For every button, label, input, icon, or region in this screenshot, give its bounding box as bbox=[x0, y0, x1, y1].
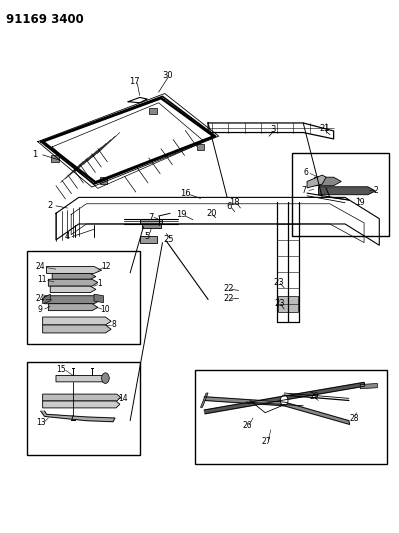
Text: 6: 6 bbox=[226, 203, 232, 212]
Polygon shape bbox=[140, 236, 157, 243]
Polygon shape bbox=[43, 394, 120, 401]
Circle shape bbox=[102, 373, 109, 383]
Polygon shape bbox=[100, 177, 107, 183]
Text: 26: 26 bbox=[242, 422, 252, 431]
Polygon shape bbox=[94, 294, 103, 303]
Polygon shape bbox=[142, 224, 160, 228]
Polygon shape bbox=[204, 382, 365, 414]
Text: 19: 19 bbox=[176, 211, 187, 220]
Text: 13: 13 bbox=[36, 418, 45, 427]
Text: 20: 20 bbox=[206, 209, 216, 218]
Polygon shape bbox=[51, 156, 59, 162]
Polygon shape bbox=[41, 411, 115, 422]
Polygon shape bbox=[318, 187, 375, 195]
Text: 29: 29 bbox=[309, 392, 319, 401]
Polygon shape bbox=[149, 108, 157, 115]
Polygon shape bbox=[360, 383, 377, 389]
Text: 12: 12 bbox=[101, 262, 111, 271]
Polygon shape bbox=[52, 273, 96, 279]
Bar bbox=[28, 251, 140, 344]
Text: 1: 1 bbox=[32, 150, 38, 159]
Bar bbox=[292, 154, 389, 236]
Polygon shape bbox=[43, 401, 120, 408]
Text: 24: 24 bbox=[36, 262, 45, 271]
Polygon shape bbox=[43, 294, 50, 304]
Polygon shape bbox=[307, 175, 326, 188]
Polygon shape bbox=[48, 279, 98, 286]
Text: 6: 6 bbox=[303, 168, 308, 177]
Bar bbox=[28, 362, 140, 455]
Polygon shape bbox=[48, 304, 98, 311]
Text: 11: 11 bbox=[37, 274, 47, 284]
Polygon shape bbox=[46, 266, 102, 273]
Text: 21: 21 bbox=[319, 124, 330, 133]
Text: 91169 3400: 91169 3400 bbox=[6, 13, 83, 26]
Text: 3: 3 bbox=[270, 125, 275, 134]
Text: 25: 25 bbox=[163, 236, 174, 245]
Polygon shape bbox=[204, 397, 350, 424]
Text: 19: 19 bbox=[356, 198, 365, 207]
Polygon shape bbox=[315, 177, 341, 185]
Polygon shape bbox=[43, 325, 111, 333]
Text: 14: 14 bbox=[119, 394, 128, 403]
Polygon shape bbox=[56, 375, 109, 382]
Polygon shape bbox=[45, 296, 102, 304]
Text: 1: 1 bbox=[97, 279, 102, 288]
Polygon shape bbox=[140, 219, 162, 224]
Text: 27: 27 bbox=[261, 438, 271, 447]
Text: 15: 15 bbox=[56, 365, 65, 374]
Text: 5: 5 bbox=[144, 232, 150, 241]
Circle shape bbox=[280, 395, 288, 406]
Polygon shape bbox=[50, 286, 96, 293]
Text: 23: 23 bbox=[275, 299, 285, 308]
Text: 8: 8 bbox=[111, 320, 116, 329]
Text: 22: 22 bbox=[224, 294, 234, 303]
Text: 2: 2 bbox=[373, 186, 378, 195]
Text: 2: 2 bbox=[47, 201, 53, 210]
Text: 9: 9 bbox=[38, 304, 42, 313]
Text: 17: 17 bbox=[128, 77, 139, 86]
Text: 10: 10 bbox=[100, 304, 109, 313]
Text: 24: 24 bbox=[35, 294, 45, 303]
Bar bbox=[195, 369, 387, 464]
Polygon shape bbox=[201, 393, 208, 407]
Text: 23: 23 bbox=[274, 278, 284, 287]
Polygon shape bbox=[43, 317, 111, 325]
Polygon shape bbox=[197, 144, 204, 150]
Polygon shape bbox=[279, 296, 298, 312]
Text: 7: 7 bbox=[148, 213, 154, 222]
Text: 7: 7 bbox=[302, 186, 306, 195]
Text: 16: 16 bbox=[180, 189, 191, 198]
Text: 30: 30 bbox=[162, 70, 173, 79]
Text: 18: 18 bbox=[229, 198, 240, 207]
Text: 22: 22 bbox=[224, 284, 234, 293]
Text: 28: 28 bbox=[349, 414, 359, 423]
Text: 4: 4 bbox=[65, 232, 70, 241]
